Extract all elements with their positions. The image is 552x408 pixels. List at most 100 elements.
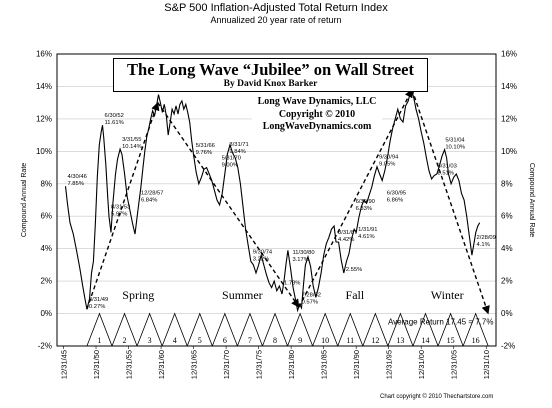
- chart-title: S&P 500 Inflation-Adjusted Total Return …: [164, 2, 388, 14]
- cycle-triangle: [86, 312, 113, 347]
- y-tick-label-left: -2%: [38, 342, 52, 351]
- y-tick-label-right: 12%: [501, 114, 517, 123]
- cycle-triangle: [437, 312, 464, 347]
- season-label-winter: Winter: [431, 288, 464, 302]
- annotation-date: 2/28/09: [477, 235, 496, 241]
- average-return-note: Average Return 17.45 = 7.7%: [388, 318, 493, 327]
- cycle-number: 11: [346, 336, 354, 345]
- cycle-number: 1: [97, 336, 101, 345]
- cycle-triangle: [136, 312, 163, 347]
- y-tick-label-left: 2%: [40, 277, 52, 286]
- annotation-value: 2.55%: [346, 267, 362, 273]
- annotation-date: 11/30/80: [292, 250, 314, 256]
- season-label-summer: Summer: [222, 288, 263, 302]
- cycle-triangle: [412, 312, 439, 347]
- y-tick-label-left: 0%: [40, 309, 52, 318]
- annotation-date: 8/31/53: [111, 205, 130, 211]
- y-tick-label-left: 10%: [36, 147, 52, 156]
- cycle-number: 4: [173, 336, 177, 345]
- cycle-number: 3: [148, 336, 152, 345]
- season-label-fall: Fall: [346, 288, 365, 302]
- cycle-triangle: [337, 312, 364, 347]
- annotation-date: 7/28/82: [302, 292, 321, 298]
- annotation-value: 4.42%: [338, 237, 354, 243]
- season-label-spring: Spring: [122, 288, 154, 302]
- cycle-triangle: [186, 312, 213, 347]
- footer-copyright: Chart copyright © 2010 Thechartstore.com: [380, 394, 494, 400]
- y-tick-label-right: 8%: [501, 179, 513, 188]
- annotation-value: 9.05%: [379, 162, 395, 168]
- y-tick-label-left: 6%: [40, 212, 52, 221]
- annotation-date: 5/31/70: [222, 156, 241, 162]
- annotation-value: 11.61%: [105, 120, 124, 126]
- cycle-number: 16: [472, 336, 480, 345]
- annotation-value: 9.84%: [229, 149, 245, 155]
- y-tick-label-right: 10%: [501, 147, 517, 156]
- y-tick-label-left: 4%: [40, 244, 52, 253]
- x-tick-label: 12/31/00: [417, 350, 426, 379]
- cycle-number: 2: [123, 336, 127, 345]
- cycle-triangle: [161, 312, 188, 347]
- trend-arrow: [86, 101, 160, 310]
- x-tick-label: 12/31/80: [287, 350, 296, 379]
- cycle-triangle: [362, 312, 389, 347]
- x-tick-label: 12/31/65: [190, 350, 199, 379]
- cycle-triangle: [462, 312, 489, 347]
- cycle-triangle: [236, 312, 264, 347]
- trend-arrow: [157, 102, 300, 308]
- cycle-number: 15: [447, 336, 455, 345]
- firm-box: Long Wave Dynamics, LLC Copyright © 2010…: [252, 96, 382, 134]
- cycle-number: 9: [298, 336, 302, 345]
- cycle-triangle: [387, 312, 414, 347]
- y-tick-label-right: -2%: [501, 342, 515, 351]
- x-tick-label: 12/31/05: [450, 350, 459, 379]
- x-tick-label: 12/31/50: [92, 350, 101, 379]
- annotation-date: 8/31/49: [89, 297, 108, 303]
- cycle-number: 13: [396, 336, 404, 345]
- return-series-line: [64, 90, 481, 313]
- annotation-value: 7.85%: [67, 181, 83, 187]
- annotation-value: 0.27%: [89, 304, 105, 310]
- x-tick-label: 12/31/75: [255, 350, 264, 379]
- cycle-number: 7: [248, 336, 252, 345]
- annotation-date: 5/31/66: [196, 143, 215, 149]
- annotation-date: 6/30/90: [356, 199, 375, 205]
- annotation-value: 9.76%: [196, 150, 212, 156]
- y-tick-label-right: 4%: [501, 244, 513, 253]
- annotation-value: 6.84%: [141, 198, 157, 204]
- y-tick-label-right: 14%: [501, 82, 517, 91]
- x-tick-label: 12/31/85: [320, 350, 329, 379]
- annotation-value: 10.14%: [122, 144, 142, 150]
- annotation-date: 5/31/04: [445, 138, 465, 144]
- y-tick-label-left: 16%: [36, 50, 52, 59]
- annotation-date: 4/30/46: [67, 174, 86, 180]
- y-tick-label-left: 12%: [36, 114, 52, 123]
- x-tick-label: 12/31/70: [222, 350, 231, 379]
- annotation-value: 6.33%: [356, 206, 372, 212]
- annotation-date: 1/31/91: [358, 227, 377, 233]
- annotation-value: 1.73%: [284, 280, 300, 286]
- firm-copyright: Copyright © 2010: [278, 108, 356, 120]
- banner-title: The Long Wave “Jubilee” on Wall Street: [127, 60, 414, 79]
- annotation-value: 4.61%: [358, 234, 374, 240]
- firm-website: LongWaveDynamics.com: [262, 121, 372, 132]
- annotation-value: 8.51%: [438, 171, 454, 177]
- cycle-triangle: [111, 312, 138, 347]
- cycle-number: 8: [273, 336, 277, 345]
- annotation-date: 3/31/71: [229, 142, 248, 148]
- y-axis-title-right: Compound Annual Rate: [528, 163, 535, 237]
- annotation-value: 3.17%: [292, 257, 308, 263]
- annotation-date: 6/30/95: [387, 190, 406, 196]
- banner-author: By David Knox Barker: [223, 79, 318, 89]
- annotation-date: 3/31/55: [122, 137, 141, 143]
- cycle-triangle: [312, 312, 339, 347]
- cycle-number: 14: [421, 336, 429, 345]
- annotation-date: 9/30/74: [253, 249, 273, 255]
- y-axis-title-left: Compound Annual Rate: [21, 163, 28, 237]
- annotation-date: 12/28/57: [141, 191, 164, 197]
- cycle-number: 6: [223, 336, 227, 345]
- annotation-value: 0.57%: [302, 299, 318, 305]
- cycle-number: 10: [321, 336, 329, 345]
